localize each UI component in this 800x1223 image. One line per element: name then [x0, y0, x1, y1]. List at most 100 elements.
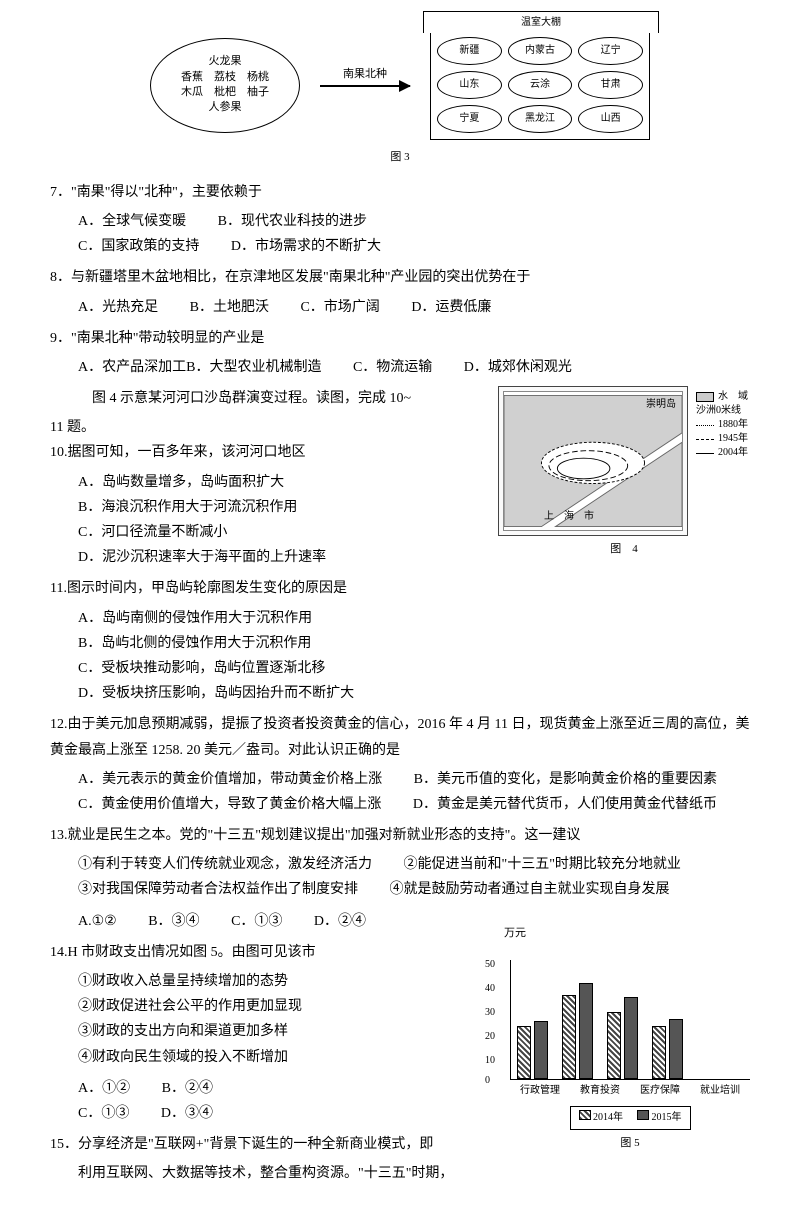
q13-s1: ①有利于转变人们传统就业观念，激发经济活力 [78, 852, 372, 877]
circle-line: 火龙果 [209, 54, 242, 69]
q12-opt-b: B．美元币值的变化，是影响黄金价格的重要因素 [414, 767, 717, 792]
map-label-top: 崇明岛 [646, 396, 676, 414]
q13-statements: ①有利于转变人们传统就业观念，激发经济活力 ②能促进当前和"十三五"时期比较充分… [50, 852, 750, 902]
province-cell: 山东 [437, 71, 502, 99]
legend-2014: 2014年 [593, 1112, 623, 1123]
q8-opt-b: B．土地肥沃 [190, 295, 269, 320]
q12-options: A．美元表示的黄金价值增加，带动黄金价格上涨 B．美元币值的变化，是影响黄金价格… [50, 767, 750, 817]
xlabel: 医疗保障 [640, 1082, 680, 1100]
q8-opt-c: C．市场广阔 [300, 295, 379, 320]
ytick: 0 [485, 1072, 490, 1090]
q11-options: A．岛屿南侧的侵蚀作用大于沉积作用 B．岛屿北侧的侵蚀作用大于沉积作用 C．受板… [50, 606, 750, 707]
q13-stem: 13.就业是民生之本。党的"十三五"规划建议提出"加强对新就业形态的支持"。这一… [50, 823, 750, 848]
q11-stem: 11.图示时间内，甲岛屿轮廓图发生变化的原因是 [50, 576, 750, 601]
bar-2015 [669, 1019, 683, 1079]
q13-opt-c: C．①③ [231, 909, 282, 934]
greenhouse-roof-label: 温室大棚 [423, 11, 659, 33]
legend-1945: 1945年 [718, 432, 748, 446]
q9-opt-d: D．城郊休闲观光 [464, 355, 572, 380]
q13-s4: ④就是鼓励劳动者通过自主就业实现自身发展 [390, 877, 670, 902]
bar-2015 [624, 997, 638, 1079]
legend-1880: 1880年 [718, 418, 748, 432]
province-cell: 云涂 [508, 71, 573, 99]
figure-5: 万元 50 40 30 20 10 0 行政管理 教育投资 医疗保障 就业培训 … [510, 940, 750, 1154]
q14-opt-c: C．①③ [78, 1101, 129, 1126]
q12-opt-d: D．黄金是美元替代货币，人们使用黄金代替纸币 [413, 792, 717, 817]
province-cell: 山西 [578, 105, 643, 133]
q13-opt-a: A.①② [78, 909, 117, 934]
q13-s3: ③对我国保障劳动者合法权益作出了制度安排 [78, 877, 358, 902]
q11-opt-a: A．岛屿南侧的侵蚀作用大于沉积作用 [78, 606, 750, 631]
bar-group [607, 997, 638, 1079]
q14-opt-a: A．①② [78, 1076, 130, 1101]
province-cell: 宁夏 [437, 105, 502, 133]
bar-group [517, 1021, 548, 1079]
ytick: 40 [485, 980, 495, 998]
fruit-circle: 火龙果 香蕉 荔枝 杨桃 木瓜 枇杷 柚子 人参果 [150, 38, 300, 133]
greenhouse-box: 温室大棚 新疆 内蒙古 辽宁 山东 云涂 甘肃 宁夏 黑龙江 山西 [430, 30, 650, 140]
legend-2004: 2004年 [718, 446, 748, 460]
chart-xlabels: 行政管理 教育投资 医疗保障 就业培训 [510, 1080, 750, 1102]
legend-2015: 2015年 [652, 1112, 682, 1123]
bar-2014 [517, 1026, 531, 1079]
xlabel: 就业培训 [700, 1082, 740, 1100]
q7-opt-c: C．国家政策的支持 [78, 234, 199, 259]
q8-stem: 8．与新疆塔里木盆地相比，在京津地区发展"南果北种"产业园的突出优势在于 [50, 265, 750, 290]
bar-group [562, 983, 593, 1079]
bar-2014 [652, 1026, 666, 1079]
chart-ylabel: 万元 [504, 924, 744, 944]
q8-opt-a: A．光热充足 [78, 295, 158, 320]
ytick: 50 [485, 956, 495, 974]
ytick: 30 [485, 1004, 495, 1022]
q11-opt-b: B．岛屿北侧的侵蚀作用大于沉积作用 [78, 631, 750, 656]
figure-4-container: 崇明岛 上 海 市 水 域 沙洲0米线 1880年 1945年 2004年 图 … [498, 386, 750, 572]
q7-opt-b: B．现代农业科技的进步 [218, 209, 367, 234]
circle-line: 人参果 [209, 100, 242, 115]
figure-4-map: 崇明岛 上 海 市 [498, 386, 688, 536]
ytick: 10 [485, 1052, 495, 1070]
q14-opt-d: D．③④ [161, 1101, 213, 1126]
chart-area: 50 40 30 20 10 0 [510, 960, 750, 1080]
chart-legend: 2014年 2015年 [570, 1106, 691, 1130]
q12-opt-c: C．黄金使用价值增大，导致了黄金价格大幅上涨 [78, 792, 381, 817]
q7-opt-d: D．市场需求的不断扩大 [231, 234, 381, 259]
province-cell: 黑龙江 [508, 105, 573, 133]
bar-2014 [562, 995, 576, 1079]
q9-opt-a: A．农产品深加工B．大型农业机械制造 [78, 355, 321, 380]
q9-options: A．农产品深加工B．大型农业机械制造 C．物流运输 D．城郊休闲观光 [50, 355, 750, 380]
province-cell: 甘肃 [578, 71, 643, 99]
q14-opt-b: B．②④ [162, 1076, 213, 1101]
province-grid: 新疆 内蒙古 辽宁 山东 云涂 甘肃 宁夏 黑龙江 山西 [437, 37, 643, 133]
q8-options: A．光热充足 B．土地肥沃 C．市场广阔 D．运费低廉 [50, 295, 750, 320]
legend-water: 水 域 [718, 390, 748, 404]
arrow-line-icon [320, 85, 410, 87]
q13-opt-b: B．③④ [148, 909, 199, 934]
legend-line-label: 沙洲0米线 [696, 404, 748, 418]
xlabel: 教育投资 [580, 1082, 620, 1100]
arrow-label: 南果北种 [339, 65, 391, 85]
province-cell: 新疆 [437, 37, 502, 65]
q11-opt-d: D．受板块挤压影响，岛屿因抬升而不断扩大 [78, 681, 750, 706]
ytick: 20 [485, 1028, 495, 1046]
q9-opt-c: C．物流运输 [353, 355, 432, 380]
q9-stem: 9．"南果北种"带动较明显的产业是 [50, 326, 750, 351]
bar-2014 [607, 1012, 621, 1079]
q7-options: A．全球气候变暖 B．现代农业科技的进步 C．国家政策的支持 D．市场需求的不断… [50, 209, 750, 259]
figure-3: 火龙果 香蕉 荔枝 杨桃 木瓜 枇杷 柚子 人参果 南果北种 温室大棚 新疆 内… [50, 30, 750, 140]
map-area: 崇明岛 上 海 市 [503, 391, 683, 531]
arrow: 南果北种 [320, 83, 410, 87]
q15-line2: 利用互联网、大数据等技术，整合重构资源。"十三五"时期， [50, 1161, 750, 1186]
map-label-bottom: 上 海 市 [544, 508, 594, 526]
q13-s2: ②能促进当前和"十三五"时期比较充分地就业 [404, 852, 681, 877]
q7-stem: 7．"南果"得以"北种"，主要依赖于 [50, 180, 750, 205]
bar-2015 [534, 1021, 548, 1079]
figure-4-caption: 图 4 [498, 540, 750, 560]
bar-2015 [579, 983, 593, 1079]
q13-opt-d: D．②④ [314, 909, 366, 934]
xlabel: 行政管理 [520, 1082, 560, 1100]
q12-stem: 12.由于美元加息预期减弱，提振了投资者投资黄金的信心，2016 年 4 月 1… [50, 712, 750, 762]
circle-line: 木瓜 枇杷 柚子 [181, 85, 269, 100]
province-cell: 辽宁 [578, 37, 643, 65]
q12-opt-a: A．美元表示的黄金价值增加，带动黄金价格上涨 [78, 767, 382, 792]
circle-line: 香蕉 荔枝 杨桃 [181, 70, 269, 85]
